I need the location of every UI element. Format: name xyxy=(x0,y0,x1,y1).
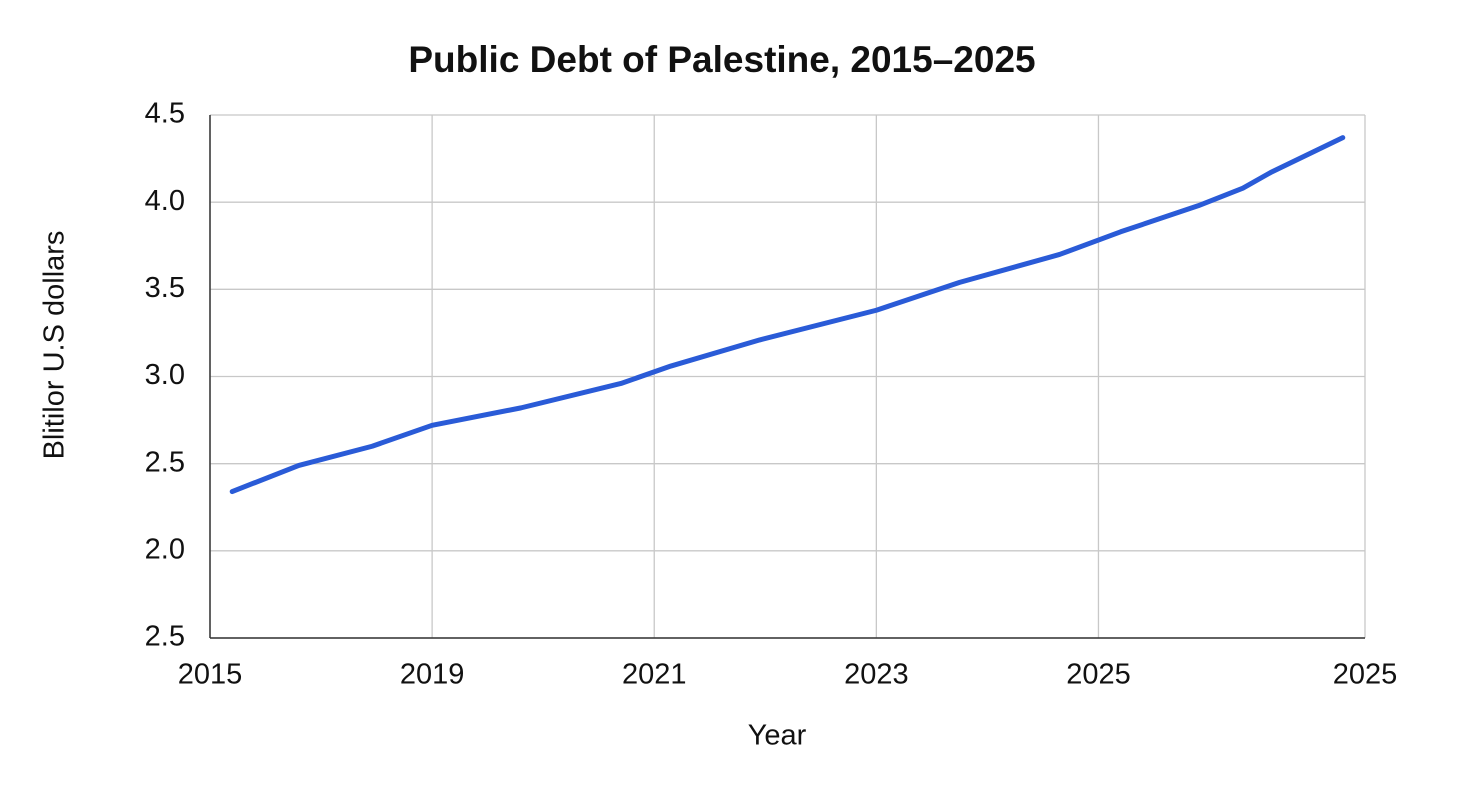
x-tick-label: 2025 xyxy=(1066,659,1131,691)
x-axis-label: Year xyxy=(748,720,807,752)
x-tick-label: 2025 xyxy=(1333,659,1398,691)
y-tick-label: 4.0 xyxy=(145,185,185,217)
y-tick-label: 3.5 xyxy=(145,272,185,304)
y-tick-label: 2.5 xyxy=(145,621,185,653)
x-tick-label: 2019 xyxy=(400,659,465,691)
chart-title: Public Debt of Palestine, 2015–2025 xyxy=(408,39,1035,80)
x-tick-label: 2021 xyxy=(622,659,687,691)
y-axis-label: Blitilor U.S dollars xyxy=(39,231,71,460)
x-tick-label: 2015 xyxy=(178,659,243,691)
y-tick-label: 4.5 xyxy=(145,98,185,130)
data-line xyxy=(229,135,1346,495)
x-tick-label: 2023 xyxy=(844,659,909,691)
y-tick-label: 3.0 xyxy=(145,359,185,391)
y-tick-label: 2.0 xyxy=(145,533,185,565)
y-tick-label: 2.5 xyxy=(145,446,185,478)
